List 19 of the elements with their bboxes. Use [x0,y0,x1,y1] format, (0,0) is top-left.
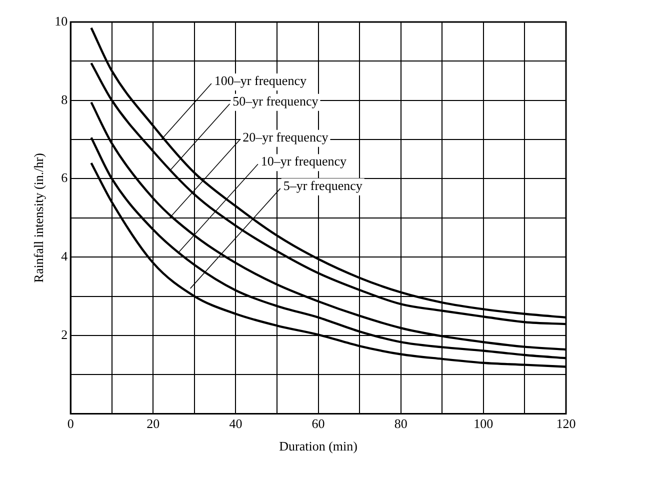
y-tick-label: 4 [61,248,68,264]
y-tick-label: 10 [54,13,68,28]
x-tick-label: 120 [556,416,576,432]
y-tick-label: 8 [61,92,68,107]
annotation: 10–yr frequency [260,154,347,169]
annotation: 20–yr frequency [242,129,329,144]
x-tick-label: 40 [229,416,242,432]
annotation: 100–yr frequency [214,72,307,88]
annotation: 5–yr frequency [283,178,363,193]
x-tick-label: 60 [312,416,325,432]
x-axis-title: Duration (min) [279,438,358,454]
x-tick-label: 0 [67,416,74,432]
x-tick-label: 100 [474,416,494,432]
y-axis-title: Rainfall intensity (in./hr) [31,153,46,283]
y-tick-label: 6 [61,170,68,186]
x-tick-label: 20 [146,416,160,432]
x-tick-label: 80 [394,416,408,432]
annotation: 50–yr frequency [232,93,319,108]
y-tick-label: 2 [61,326,68,342]
